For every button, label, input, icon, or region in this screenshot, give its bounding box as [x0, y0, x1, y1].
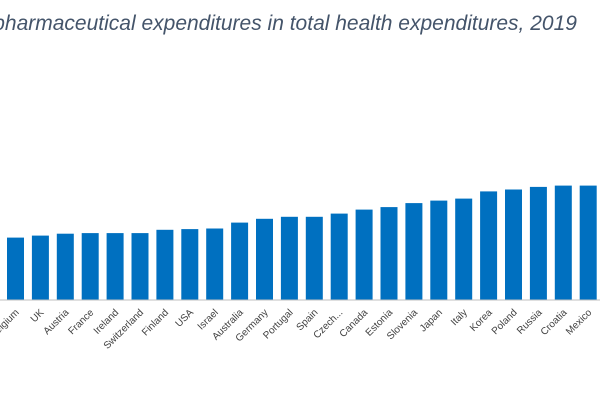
tick-label: Belgium: [0, 307, 22, 340]
bar-croatia: [554, 185, 572, 300]
tick-label: UK: [29, 307, 47, 325]
bar-austria: [56, 233, 74, 300]
bar-germany: [256, 218, 273, 301]
tick-label: USA: [174, 307, 197, 330]
bar-portugal: [280, 216, 298, 300]
bar-ireland: [106, 233, 124, 301]
tick-labels-group: Belgium UKAustriaFranceIrelandSwitzerland…: [0, 307, 595, 352]
bar-uk: [31, 235, 49, 300]
tick-label: Finland: [140, 307, 171, 338]
bar-italy: [455, 198, 473, 300]
bar-russia: [529, 186, 547, 300]
bar-france: [81, 233, 99, 301]
chart-title: Share of pharmaceutical expenditures in …: [0, 12, 577, 35]
tick-label: Canada: [338, 307, 371, 340]
tick-label: Poland: [490, 307, 520, 337]
bar-slovenia: [405, 203, 423, 300]
bars-group: [7, 185, 597, 301]
bar-czech: [330, 213, 348, 301]
bar-canada: [355, 209, 373, 300]
bar-switzerland: [131, 233, 149, 301]
bar-japan: [430, 200, 448, 301]
bar-poland: [505, 189, 522, 300]
bar-usa: [181, 229, 199, 300]
bar-australia: [231, 222, 249, 300]
tick-label: Austria: [42, 307, 72, 337]
tick-label: Japan: [418, 307, 445, 334]
bar-finland: [156, 229, 174, 300]
bar-spain: [305, 216, 323, 300]
bar-korea: [480, 191, 498, 300]
tick-label: Mexico: [564, 307, 594, 337]
bar-belgium: [7, 237, 24, 300]
bar-mexico: [579, 185, 597, 300]
tick-label: France: [67, 307, 97, 337]
bar-estonia: [380, 207, 398, 301]
bar-israel: [206, 228, 224, 300]
tick-label: Italy: [449, 307, 470, 328]
tick-label: Croatia: [539, 307, 570, 338]
